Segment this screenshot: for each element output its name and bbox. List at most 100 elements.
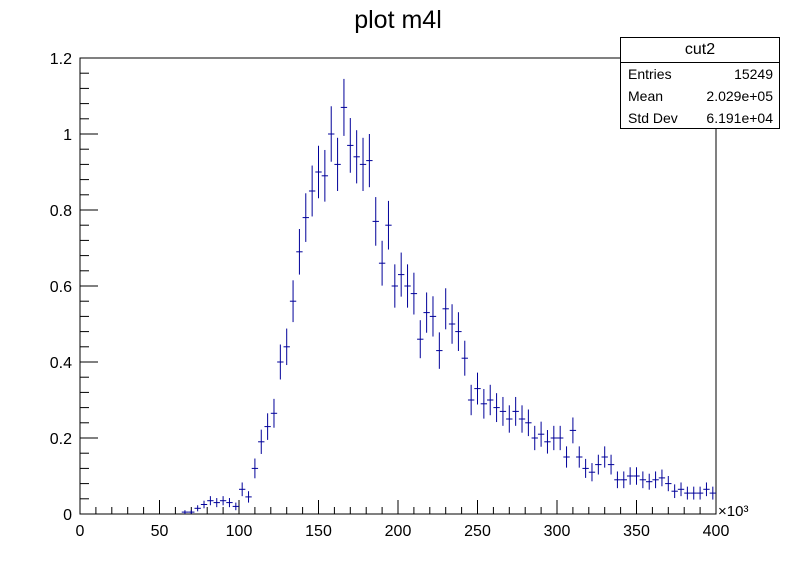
data-point — [251, 458, 259, 479]
data-point — [677, 482, 685, 497]
data-point — [665, 476, 672, 492]
x-tick-label: 50 — [151, 523, 169, 540]
stats-label: Entries — [628, 66, 672, 82]
data-point — [308, 165, 316, 217]
y-tick-label: 0 — [63, 507, 72, 524]
data-point — [188, 510, 195, 514]
data-point — [639, 471, 647, 489]
data-point — [690, 486, 697, 500]
data-point — [703, 482, 710, 497]
data-point — [398, 252, 405, 297]
y-tick-label: 0.6 — [50, 279, 72, 296]
data-point — [518, 405, 526, 433]
data-point — [544, 430, 551, 454]
data-point — [550, 425, 557, 451]
data-point — [614, 471, 621, 489]
data-point — [442, 288, 449, 330]
data-point — [601, 446, 608, 468]
data-point — [404, 264, 411, 308]
data-point — [557, 425, 564, 451]
data-point — [378, 240, 386, 286]
data-point — [652, 471, 659, 489]
data-point — [607, 454, 615, 475]
data-point — [461, 340, 468, 376]
data-point — [245, 491, 252, 503]
data-point — [219, 496, 227, 506]
data-point — [315, 145, 322, 199]
x-tick-label: 350 — [623, 523, 650, 540]
x-tick-label: 400 — [703, 523, 730, 540]
data-point — [512, 396, 519, 426]
data-point — [296, 229, 303, 275]
data-point — [391, 264, 398, 308]
data-point — [684, 486, 691, 500]
data-point — [448, 304, 456, 344]
y-tick-label: 0.8 — [50, 203, 72, 220]
data-point — [417, 320, 424, 359]
data-point — [620, 471, 627, 489]
data-point — [334, 137, 341, 191]
y-tick-label: 1.2 — [50, 51, 72, 68]
x-tick-label: 250 — [464, 523, 491, 540]
data-point — [646, 473, 653, 490]
data-point — [474, 372, 481, 405]
x-tick-label: 300 — [544, 523, 571, 540]
data-point — [595, 454, 602, 475]
stats-value: 6.191e+04 — [706, 110, 773, 126]
data-point — [493, 393, 500, 423]
data-point — [258, 429, 265, 454]
data-point — [207, 496, 214, 506]
x-tick-label: 0 — [76, 523, 85, 540]
data-point — [289, 280, 297, 323]
data-point — [264, 413, 271, 440]
chart-title: plot m4l — [354, 6, 442, 34]
data-point — [487, 384, 494, 416]
stats-row-mean: Mean 2.029e+05 — [621, 85, 779, 107]
data-point — [709, 486, 716, 500]
data-point — [239, 482, 246, 497]
data-point — [194, 505, 201, 512]
stats-box: cut2 Entries 15249 Mean 2.029e+05 Std De… — [620, 37, 780, 129]
y-axis: 0 0.2 0.4 0.6 0.8 1 1.2 — [50, 51, 98, 524]
data-point — [658, 469, 666, 487]
data-point — [588, 463, 596, 482]
data-point — [359, 137, 367, 191]
data-point — [347, 118, 354, 173]
data-point — [569, 417, 577, 444]
data-point — [410, 272, 418, 315]
data-point — [506, 405, 513, 433]
data-point — [531, 425, 538, 451]
x-tick-label: 200 — [385, 523, 412, 540]
data-point — [328, 106, 335, 162]
data-point — [455, 312, 462, 351]
data-point — [671, 484, 678, 499]
stats-label: Mean — [628, 88, 664, 104]
stats-box-title: cut2 — [621, 38, 779, 63]
data-point — [385, 200, 392, 250]
data-point — [226, 498, 233, 508]
data-point — [232, 502, 239, 511]
x-tick-label: 150 — [305, 523, 332, 540]
data-point — [563, 446, 570, 468]
stats-value: 15249 — [734, 66, 773, 82]
data-point — [626, 467, 634, 485]
data-point — [213, 498, 220, 508]
data-point — [576, 446, 583, 468]
data-point — [582, 458, 589, 478]
data-point — [480, 388, 488, 419]
stats-value: 2.029e+05 — [706, 88, 773, 104]
x-axis-multiplier: ×10³ — [718, 503, 748, 520]
data-point — [270, 398, 278, 428]
x-tick-label: 100 — [226, 523, 253, 540]
data-point — [181, 510, 189, 514]
x-axis: 0 50 100 150 200 250 300 350 400 — [76, 500, 730, 540]
data-point — [321, 149, 329, 202]
data-point — [372, 197, 379, 246]
stats-row-std-dev: Std Dev 6.191e+04 — [621, 107, 779, 129]
data-point — [436, 332, 443, 369]
data-point — [366, 134, 373, 188]
data-point — [353, 130, 360, 184]
data-point — [696, 486, 704, 500]
data-points — [181, 78, 716, 514]
